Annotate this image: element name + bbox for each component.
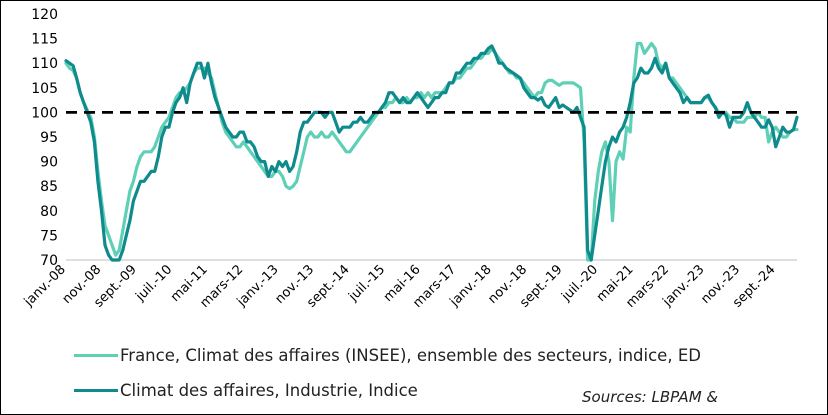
y-tick-label: 120	[31, 7, 58, 23]
industrie-line	[64, 44, 799, 262]
y-tick-label: 110	[31, 56, 58, 72]
series-lines	[64, 41, 799, 262]
x-tick-label: janv.-08	[21, 262, 69, 310]
france-ensemble-line	[64, 41, 799, 262]
legend-swatch-industrie	[74, 388, 118, 392]
x-tick-label: juil.-15	[345, 262, 388, 305]
y-tick-label: 80	[40, 204, 58, 220]
legend-item-industrie: Climat des affaires, Industrie, Indice	[74, 378, 418, 402]
y-axis-tick-labels: 70 75 80 85 90 95 100 105 110 115 120	[31, 7, 58, 269]
x-axis-tick-labels: janv.-08nov.-08sept.-09juil.-10mai-11mar…	[21, 262, 779, 311]
x-tick-label: juil.-20	[558, 262, 601, 305]
legend-item-france: France, Climat des affaires (INSEE), ens…	[74, 343, 701, 367]
y-tick-label: 90	[40, 155, 58, 171]
y-tick-label: 95	[40, 130, 58, 146]
y-tick-label: 75	[40, 228, 58, 244]
y-tick-label: 70	[40, 253, 58, 269]
y-tick-label: 100	[31, 105, 58, 121]
y-tick-label: 85	[40, 179, 58, 195]
y-tick-label: 105	[31, 81, 58, 97]
legend-swatch-france	[74, 353, 118, 357]
x-tick-label: juil.-10	[133, 262, 176, 305]
y-tick-label: 115	[31, 32, 58, 48]
legend-label-industrie: Climat des affaires, Industrie, Indice	[120, 380, 418, 400]
legend-label-france: France, Climat des affaires (INSEE), ens…	[120, 345, 701, 365]
source-note: Sources: LBPAM &	[582, 388, 719, 406]
